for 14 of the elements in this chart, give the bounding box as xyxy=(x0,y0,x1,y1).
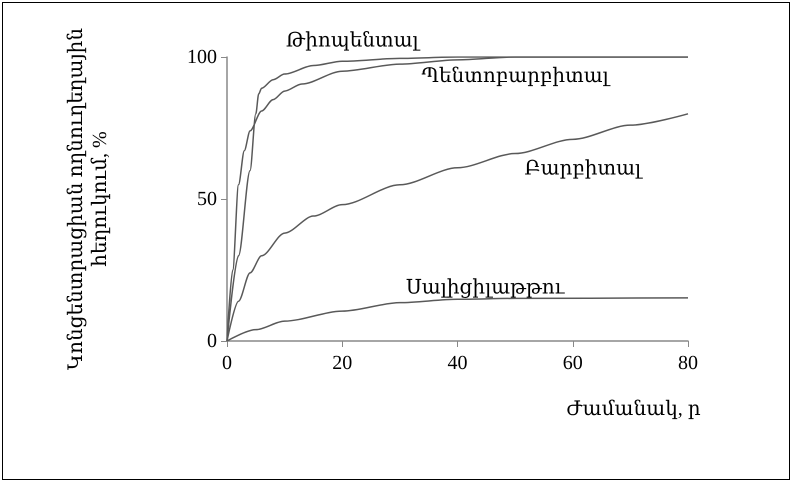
x-tick-label: 40 xyxy=(448,352,468,374)
series-label: Թիոպենտալ xyxy=(286,29,421,52)
series-label: Բարբիտալ xyxy=(524,157,644,180)
x-axis-title: Ժամանակ, ր xyxy=(566,398,701,420)
y-axis-title: Կոնցենտրացիան ողնուղեղային հեղուկում, % xyxy=(65,28,111,370)
x-tick-label: 0 xyxy=(222,352,232,374)
x-tick-label: 20 xyxy=(332,352,352,374)
y-tick-label: 50 xyxy=(197,188,217,210)
series-label: Սալիցիլաթթու xyxy=(406,276,566,298)
y-tick-label: 0 xyxy=(207,330,217,352)
x-tick-label: 80 xyxy=(678,352,698,374)
y-tick-label: 100 xyxy=(187,46,217,68)
series-label: Պենտոբարբիտալ xyxy=(421,65,611,87)
x-tick-label: 60 xyxy=(562,352,583,374)
